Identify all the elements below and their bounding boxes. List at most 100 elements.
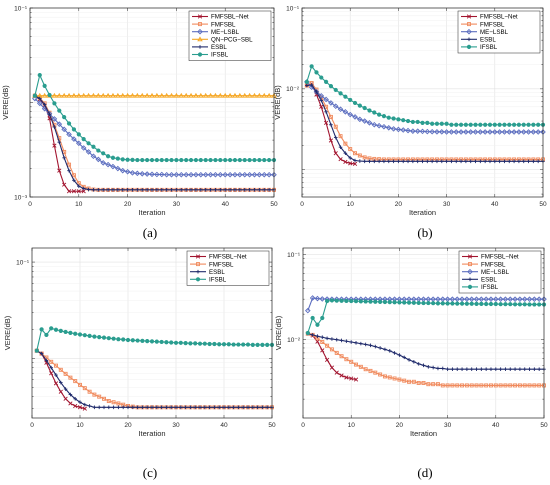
y-tick-label: 10⁻¹ <box>14 5 28 12</box>
data-point <box>458 122 464 127</box>
data-point <box>440 301 445 306</box>
legend-label: IFSBL <box>480 44 498 51</box>
data-point <box>262 157 267 163</box>
data-point <box>449 159 454 164</box>
data-point <box>325 336 329 341</box>
data-point <box>241 171 248 178</box>
data-point <box>506 129 513 135</box>
data-point <box>233 188 237 192</box>
data-point <box>401 118 406 123</box>
data-point <box>73 403 78 409</box>
legend-marker <box>467 268 473 275</box>
data-point <box>464 159 468 164</box>
data-point <box>232 171 238 178</box>
data-point <box>255 405 260 410</box>
legend-label: ME−LSBL <box>481 269 510 276</box>
data-point <box>431 301 436 306</box>
data-point <box>348 97 353 103</box>
data-point <box>174 405 178 410</box>
data-point <box>478 159 483 164</box>
legend-label: IFSBL <box>211 52 229 59</box>
data-point <box>115 156 120 161</box>
data-point <box>56 92 63 98</box>
data-point <box>435 301 441 306</box>
data-point <box>66 189 72 194</box>
data-point <box>526 296 533 302</box>
data-point <box>96 148 101 153</box>
data-point <box>498 367 503 372</box>
data-point <box>100 160 106 166</box>
data-point <box>508 383 513 388</box>
data-point <box>67 168 71 173</box>
data-point <box>493 383 498 388</box>
data-point <box>448 129 455 135</box>
data-point <box>179 405 183 410</box>
data-point <box>125 157 130 162</box>
legend-item: ESBL <box>190 269 225 276</box>
data-point <box>344 339 349 344</box>
data-point <box>140 188 145 192</box>
data-point <box>368 368 373 373</box>
data-point <box>479 367 484 372</box>
legend-item: FMFSBL <box>461 21 505 28</box>
data-point <box>49 359 54 364</box>
data-point <box>169 405 173 410</box>
data-point <box>116 405 121 410</box>
data-point <box>436 366 440 371</box>
data-point <box>121 337 126 342</box>
data-point <box>207 341 212 347</box>
data-point <box>468 296 475 302</box>
data-point <box>116 337 121 342</box>
data-point <box>106 336 111 341</box>
x-tick-label: 0 <box>30 422 34 429</box>
data-point <box>329 347 334 352</box>
data-point <box>387 349 392 353</box>
data-point <box>392 376 397 381</box>
legend-marker <box>196 262 200 267</box>
data-point <box>247 157 252 163</box>
data-point <box>77 184 81 189</box>
data-point <box>261 92 268 98</box>
data-point <box>493 159 497 164</box>
data-point <box>358 299 363 304</box>
data-point <box>61 92 67 98</box>
series-esbl <box>305 83 545 164</box>
data-point <box>537 367 541 372</box>
legend-label: QN−PCG−SBL <box>211 37 253 44</box>
data-point <box>367 108 372 113</box>
data-point <box>438 129 445 135</box>
data-point <box>310 315 315 321</box>
data-point <box>202 341 207 346</box>
y-axis-label: VERE(dB) <box>273 85 282 120</box>
data-point <box>58 389 63 394</box>
data-point <box>95 92 102 98</box>
data-point <box>140 338 145 343</box>
data-point <box>57 140 62 145</box>
data-point <box>76 92 82 98</box>
legend-marker <box>195 277 201 282</box>
data-point <box>237 157 242 163</box>
data-point <box>459 159 463 164</box>
data-point <box>159 339 164 345</box>
data-point <box>507 122 512 127</box>
data-point <box>237 171 243 178</box>
data-point <box>52 101 57 106</box>
data-point <box>455 367 460 372</box>
data-point <box>430 121 435 126</box>
data-point <box>363 367 368 372</box>
series-qn-pcg-sbl <box>32 92 277 98</box>
y-tick-label: 10⁻² <box>286 86 300 93</box>
data-point <box>406 159 410 164</box>
data-point <box>320 348 325 353</box>
y-axis-label: VERE(dB) <box>274 315 283 350</box>
data-point <box>54 373 58 377</box>
data-point <box>256 92 263 98</box>
data-point <box>537 383 542 388</box>
data-point <box>126 405 130 410</box>
data-point <box>348 161 353 166</box>
data-point <box>396 159 401 164</box>
legend-marker <box>198 45 202 49</box>
legend-item: ESBL <box>461 37 496 44</box>
data-point <box>116 188 120 192</box>
legend-item: IFSBL <box>192 52 229 59</box>
